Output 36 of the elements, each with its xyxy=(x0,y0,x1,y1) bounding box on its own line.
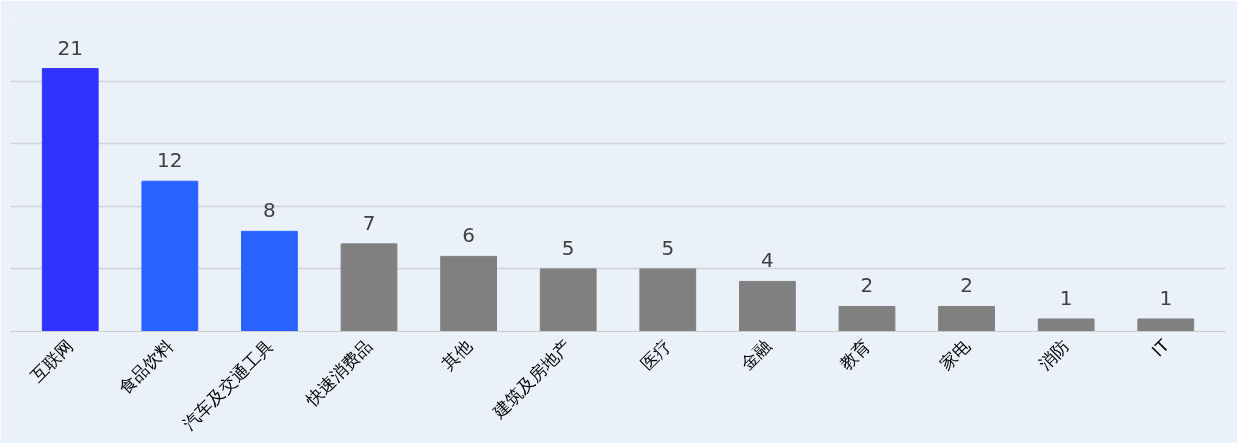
bar xyxy=(41,68,99,332)
x-tick-label: 消防 xyxy=(1035,335,1074,374)
x-tick-label: 汽车及交通工具 xyxy=(178,335,277,434)
data-label: 1 xyxy=(1059,285,1073,310)
x-tick-label: 金融 xyxy=(736,335,775,374)
data-label: 5 xyxy=(561,235,575,260)
data-label: 1 xyxy=(1159,285,1173,310)
bar xyxy=(639,268,697,332)
bar xyxy=(1137,318,1195,332)
bar xyxy=(539,268,597,332)
bar xyxy=(340,243,398,332)
data-label: 6 xyxy=(462,223,475,248)
bar xyxy=(838,305,896,332)
bar xyxy=(440,255,497,332)
data-label: 21 xyxy=(57,35,83,60)
data-label: 12 xyxy=(157,148,183,173)
x-tick-label: 家电 xyxy=(935,335,974,374)
bar xyxy=(938,305,995,332)
bar xyxy=(141,180,199,332)
x-tick-label: IT xyxy=(1147,334,1174,361)
data-label: 4 xyxy=(761,248,774,273)
data-label: 2 xyxy=(860,273,874,298)
x-tick-label: 互联网 xyxy=(27,335,78,386)
x-tick-label: 快速消费品 xyxy=(301,335,377,411)
data-label: 5 xyxy=(661,235,675,260)
data-label: 7 xyxy=(362,210,376,235)
x-tick-label: 食品饮料 xyxy=(114,335,177,398)
x-tick-label: 医疗 xyxy=(636,335,675,374)
x-tick-label: 其他 xyxy=(437,335,476,374)
bar xyxy=(739,280,796,332)
bar xyxy=(241,230,298,332)
bar xyxy=(1037,318,1095,332)
x-tick-label: 教育 xyxy=(835,335,875,374)
data-label: 2 xyxy=(960,273,973,298)
x-tick-label: 建筑及房地产 xyxy=(488,335,576,423)
data-label: 8 xyxy=(263,198,276,223)
